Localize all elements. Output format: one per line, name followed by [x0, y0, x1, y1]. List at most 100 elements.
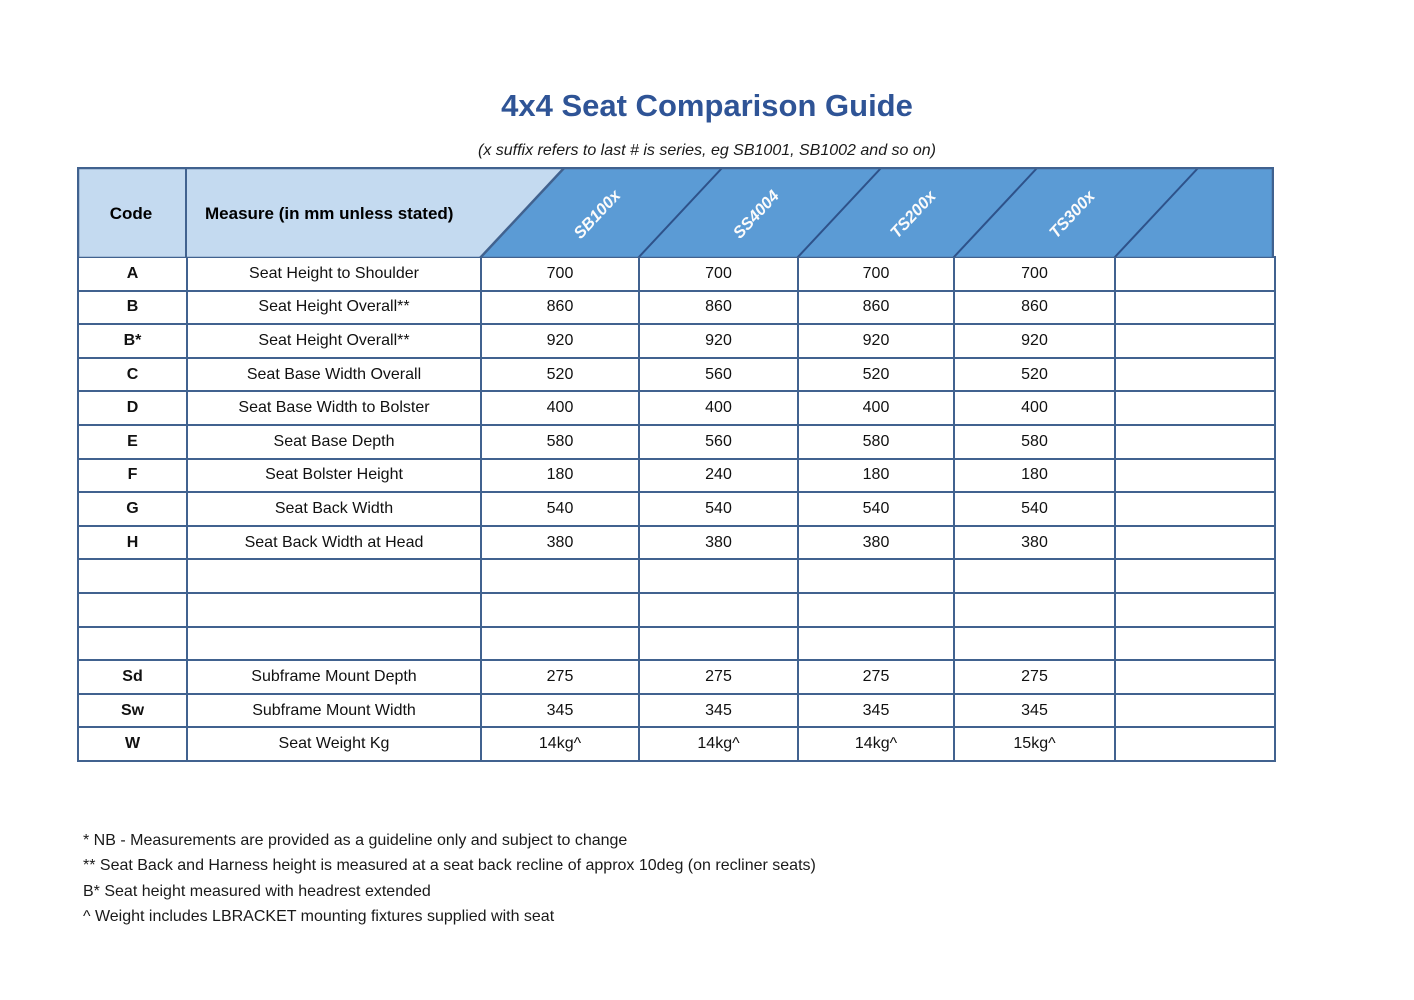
- row-code-cell: A: [77, 256, 188, 292]
- row-value-cell: 860: [953, 289, 1116, 326]
- row-value-cell: 400: [638, 390, 799, 426]
- row-value-cell: [1114, 457, 1276, 494]
- row-value-cell: [1114, 558, 1276, 594]
- row-value-cell: 540: [480, 491, 640, 527]
- row-code-cell: B*: [77, 323, 188, 359]
- row-value-cell: 920: [797, 323, 955, 359]
- row-value-cell: [638, 558, 799, 594]
- row-value-cell: 700: [480, 256, 640, 292]
- row-value-cell: 275: [953, 659, 1116, 695]
- header-diagonal-divider: [1113, 167, 1200, 258]
- row-value-cell: 240: [638, 457, 799, 494]
- table-row: F Seat Bolster Height 180 240 180 180: [77, 457, 1276, 494]
- row-value-cell: [1114, 390, 1276, 426]
- footnote: ^ Weight includes LBRACKET mounting fixt…: [83, 908, 555, 926]
- table-row: [77, 591, 1276, 628]
- row-measure-cell: Seat Height Overall**: [186, 289, 482, 326]
- table-row: W Seat Weight Kg 14kg^ 14kg^ 14kg^ 15kg^: [77, 726, 1276, 762]
- row-value-cell: 345: [797, 692, 955, 729]
- row-code-cell: Sw: [77, 692, 188, 729]
- row-value-cell: [797, 558, 955, 594]
- row-value-cell: 700: [797, 256, 955, 292]
- row-value-cell: 14kg^: [480, 726, 640, 762]
- row-value-cell: 920: [480, 323, 640, 359]
- row-value-cell: 560: [638, 423, 799, 460]
- row-measure-cell: Subframe Mount Depth: [186, 659, 482, 695]
- row-value-cell: 580: [480, 423, 640, 460]
- row-code-cell: B: [77, 289, 188, 326]
- row-value-cell: 14kg^: [797, 726, 955, 762]
- row-measure-cell: Seat Weight Kg: [186, 726, 482, 762]
- row-code-cell: [77, 558, 188, 594]
- row-measure-cell: Seat Back Width at Head: [186, 524, 482, 561]
- row-value-cell: 580: [797, 423, 955, 460]
- row-value-cell: [1114, 591, 1276, 628]
- row-code-cell: E: [77, 423, 188, 460]
- table-row: E Seat Base Depth 580 560 580 580: [77, 423, 1276, 460]
- row-value-cell: 14kg^: [638, 726, 799, 762]
- table-row: [77, 625, 1276, 662]
- row-value-cell: 275: [797, 659, 955, 695]
- row-measure-cell: [186, 591, 482, 628]
- row-measure-cell: Seat Height Overall**: [186, 323, 482, 359]
- row-value-cell: [638, 625, 799, 662]
- row-value-cell: 920: [953, 323, 1116, 359]
- footnote: ** Seat Back and Harness height is measu…: [83, 857, 816, 875]
- row-code-cell: W: [77, 726, 188, 762]
- row-value-cell: [953, 625, 1116, 662]
- header-diagonal-divider: [952, 167, 1039, 258]
- row-value-cell: [480, 558, 640, 594]
- row-value-cell: [1114, 356, 1276, 393]
- header-diagonal-divider: [479, 167, 566, 258]
- row-value-cell: 400: [797, 390, 955, 426]
- row-value-cell: [953, 558, 1116, 594]
- table-row: D Seat Base Width to Bolster 400 400 400 400: [77, 390, 1276, 426]
- comparison-table: Code Measure (in mm unless stated) SB100…: [77, 167, 1276, 762]
- footnote: * NB - Measurements are provided as a gu…: [83, 832, 628, 849]
- row-value-cell: [638, 591, 799, 628]
- row-value-cell: 520: [797, 356, 955, 393]
- row-measure-cell: [186, 558, 482, 594]
- row-value-cell: 180: [953, 457, 1116, 494]
- row-measure-cell: [186, 625, 482, 662]
- row-measure-cell: Seat Bolster Height: [186, 457, 482, 494]
- table-row: B Seat Height Overall** 860 860 860 860: [77, 289, 1276, 326]
- row-value-cell: 380: [953, 524, 1116, 561]
- row-value-cell: 540: [797, 491, 955, 527]
- row-value-cell: 860: [797, 289, 955, 326]
- page-title: 4x4 Seat Comparison Guide: [501, 88, 913, 123]
- row-value-cell: 380: [638, 524, 799, 561]
- row-value-cell: 540: [953, 491, 1116, 527]
- table-row: G Seat Back Width 540 540 540 540: [77, 491, 1276, 527]
- row-code-cell: D: [77, 390, 188, 426]
- row-value-cell: 380: [480, 524, 640, 561]
- row-value-cell: [1114, 692, 1276, 729]
- footnotes: * NB - Measurements are provided as a gu…: [83, 828, 816, 930]
- table-row: Sw Subframe Mount Width 345 345 345 345: [77, 692, 1276, 729]
- row-value-cell: 860: [638, 289, 799, 326]
- table-row: A Seat Height to Shoulder 700 700 700 700: [77, 256, 1276, 292]
- row-value-cell: 345: [638, 692, 799, 729]
- row-value-cell: [1114, 726, 1276, 762]
- row-value-cell: [1114, 625, 1276, 662]
- row-value-cell: 580: [953, 423, 1116, 460]
- table-header: Code Measure (in mm unless stated) SB100…: [77, 167, 1274, 258]
- table-row: C Seat Base Width Overall 520 560 520 520: [77, 356, 1276, 393]
- table-row: B* Seat Height Overall** 920 920 920 920: [77, 323, 1276, 359]
- row-code-cell: F: [77, 457, 188, 494]
- row-value-cell: [1114, 323, 1276, 359]
- row-value-cell: 345: [953, 692, 1116, 729]
- code-column-header: Code: [110, 204, 153, 223]
- row-value-cell: 920: [638, 323, 799, 359]
- row-value-cell: 700: [953, 256, 1116, 292]
- row-value-cell: 560: [638, 356, 799, 393]
- table-body: A Seat Height to Shoulder 700 700 700 700 B Sea…: [77, 256, 1276, 762]
- page-subtitle: (x suffix refers to last # is series, eg…: [477, 142, 936, 159]
- row-value-cell: 380: [797, 524, 955, 561]
- row-value-cell: [1114, 524, 1276, 561]
- row-measure-cell: Seat Base Width Overall: [186, 356, 482, 393]
- table-row: Sd Subframe Mount Depth 275 275 275 275: [77, 659, 1276, 695]
- row-value-cell: [1114, 256, 1276, 292]
- row-value-cell: [480, 591, 640, 628]
